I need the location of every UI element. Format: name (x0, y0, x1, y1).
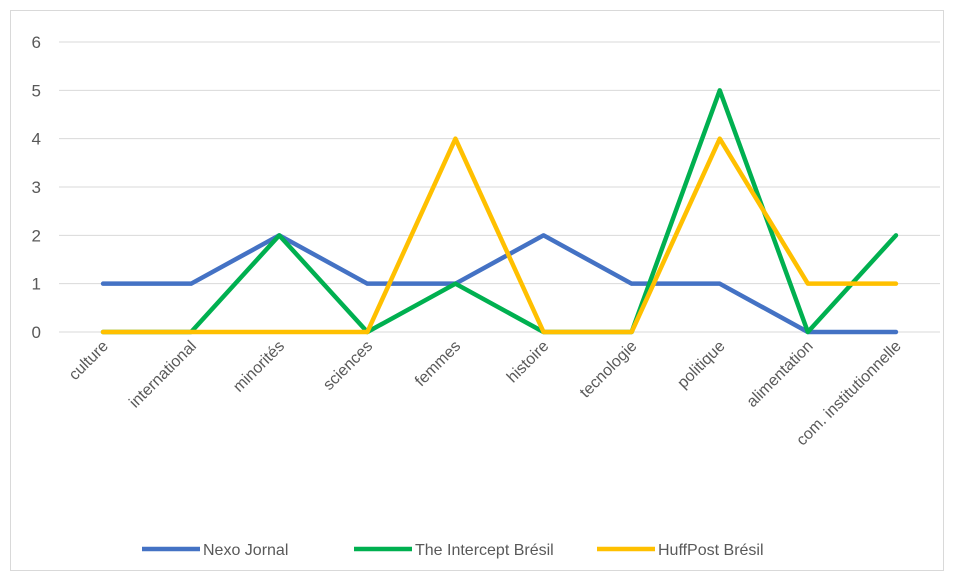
x-tick-label: international (126, 338, 200, 412)
x-tick-label: culture (66, 338, 112, 384)
legend-label-1: The Intercept Brésil (415, 542, 554, 559)
series-line-0 (100, 233, 899, 335)
y-tick-label: 2 (32, 226, 41, 245)
y-axis-ticks: 0 1 2 3 4 5 6 (32, 33, 41, 342)
chart-frame (10, 10, 944, 571)
legend-label-0: Nexo Jornal (203, 542, 288, 559)
y-tick-label: 5 (32, 81, 41, 100)
y-tick-label: 6 (32, 33, 41, 52)
x-tick-label: minorités (230, 338, 288, 396)
x-tick-label: histoire (504, 338, 553, 387)
x-tick-label: politique (674, 338, 728, 392)
legend: Nexo Jornal The Intercept Brésil HuffPost … (142, 542, 764, 559)
series-line-2 (100, 136, 899, 335)
x-tick-label: alimentation (744, 338, 817, 411)
gridlines (59, 41, 940, 333)
legend-label-2: HuffPost Brésil (658, 542, 764, 559)
series-line-1 (100, 88, 899, 335)
y-tick-label: 1 (32, 275, 41, 294)
series-lines (100, 88, 899, 335)
x-tick-label: sciences (320, 338, 376, 394)
x-tick-label: femmes (412, 338, 464, 390)
y-tick-label: 0 (32, 323, 41, 342)
y-tick-label: 4 (32, 130, 41, 149)
x-axis-ticks: culture international minorités sciences fem… (66, 338, 905, 449)
x-tick-label: tecnologie (577, 338, 641, 402)
y-tick-label: 3 (32, 178, 41, 197)
